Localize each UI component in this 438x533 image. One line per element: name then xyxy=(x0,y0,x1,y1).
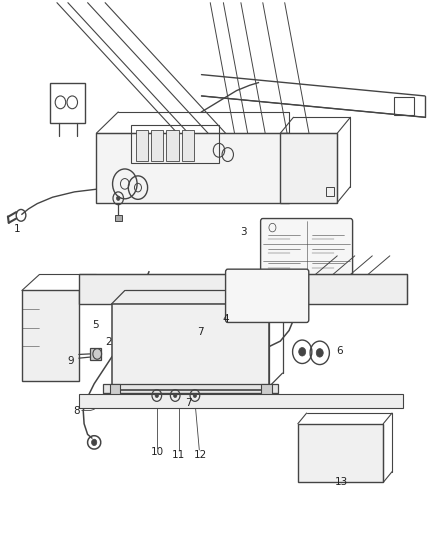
Bar xyxy=(79,274,407,304)
Circle shape xyxy=(92,439,97,446)
Bar xyxy=(112,304,269,386)
Circle shape xyxy=(155,393,159,398)
Bar xyxy=(280,133,337,203)
Text: 9: 9 xyxy=(67,356,74,366)
Bar xyxy=(90,348,101,360)
Text: 12: 12 xyxy=(194,450,207,459)
Circle shape xyxy=(117,196,120,200)
Bar xyxy=(394,97,414,115)
Bar xyxy=(103,384,278,393)
Text: 3: 3 xyxy=(240,227,247,237)
FancyBboxPatch shape xyxy=(261,219,353,282)
Circle shape xyxy=(316,349,323,357)
Text: 10: 10 xyxy=(151,447,164,457)
Circle shape xyxy=(193,393,197,398)
FancyBboxPatch shape xyxy=(226,269,309,322)
Text: 13: 13 xyxy=(335,478,348,487)
Bar xyxy=(136,130,148,161)
Bar xyxy=(22,290,79,381)
Bar xyxy=(263,221,350,280)
Text: 8: 8 xyxy=(73,407,80,416)
Text: 11: 11 xyxy=(172,450,185,459)
Text: 1: 1 xyxy=(13,224,20,234)
Bar xyxy=(79,394,403,408)
Bar xyxy=(326,187,334,196)
Bar xyxy=(131,125,219,163)
Circle shape xyxy=(173,393,177,398)
Text: 4: 4 xyxy=(222,314,229,324)
Text: 7: 7 xyxy=(197,327,204,336)
Text: 5: 5 xyxy=(92,320,99,330)
Bar xyxy=(103,393,278,401)
Bar xyxy=(115,215,122,221)
Bar xyxy=(151,130,163,161)
Bar xyxy=(166,130,179,161)
Text: 2: 2 xyxy=(105,337,112,347)
Text: 6: 6 xyxy=(336,346,343,356)
Bar xyxy=(261,384,272,397)
Bar xyxy=(50,83,85,123)
Bar xyxy=(182,130,194,161)
Bar xyxy=(96,133,289,203)
Bar xyxy=(110,384,120,397)
Bar xyxy=(298,424,383,482)
Text: 7: 7 xyxy=(185,399,192,408)
Circle shape xyxy=(299,348,306,356)
